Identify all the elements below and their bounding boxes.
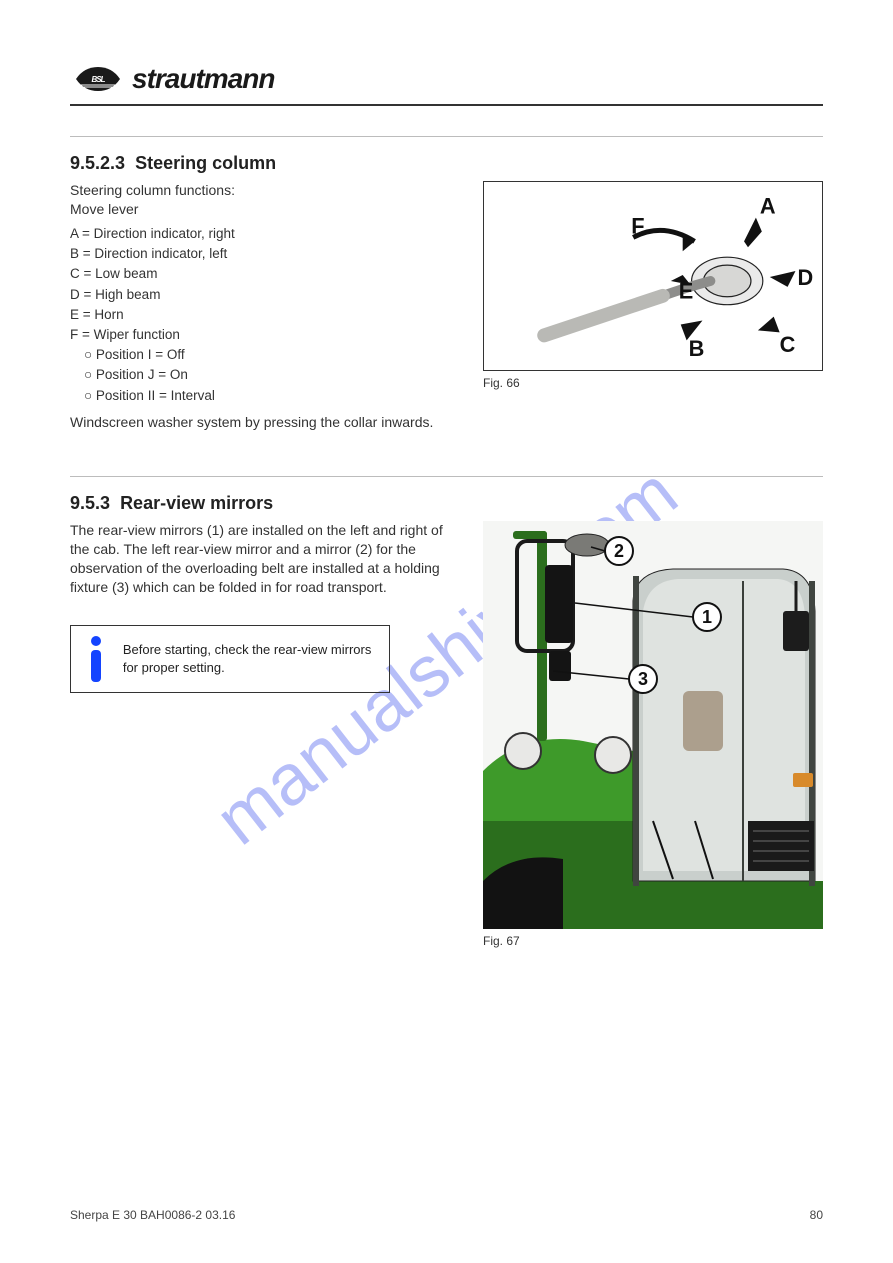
footer-left: Sherpa E 30 BAH0086-2 03.16 xyxy=(70,1207,235,1223)
list-item: Position xyxy=(96,367,144,382)
fig-label-d: D xyxy=(797,265,813,290)
figure-67-caption: Fig. 67 xyxy=(483,933,823,949)
page-footer: Sherpa E 30 BAH0086-2 03.16 80 xyxy=(70,1207,823,1223)
list-item: F xyxy=(70,327,78,342)
section-b-id: 9.5.3 xyxy=(70,493,110,513)
section-steering-column: 9.5.2.3 Steering column Steering column … xyxy=(70,136,823,446)
svg-text:BSL: BSL xyxy=(92,75,106,84)
steering-functions-list: A = Direction indicator, right B = Direc… xyxy=(70,225,459,405)
list-item: C xyxy=(70,266,80,281)
section-a-title: Steering column xyxy=(135,153,276,173)
list-item: = Interval xyxy=(159,388,215,403)
section-b-para: The rear-view mirrors (1) are installed … xyxy=(70,521,459,597)
figure-66-caption: Fig. 66 xyxy=(483,375,823,391)
list-item: = Horn xyxy=(83,307,124,322)
header: BSL strautmann xyxy=(70,60,823,106)
footer-right: 80 xyxy=(810,1207,823,1223)
list-item: = Wiper function xyxy=(82,327,180,342)
brand-name: strautmann xyxy=(132,60,274,98)
list-item: J xyxy=(148,367,155,382)
svg-text:3: 3 xyxy=(638,669,648,689)
list-item: II xyxy=(148,388,156,403)
figure-rearview-mirrors: 2 1 3 xyxy=(483,521,823,929)
info-note-box: Before starting, check the rear-view mir… xyxy=(70,625,390,693)
section-b-title: Rear-view mirrors xyxy=(120,493,273,513)
section-rear-view-mirrors: 9.5.3 Rear-view mirrors The rear-view mi… xyxy=(70,491,823,949)
list-item: = High beam xyxy=(84,287,161,302)
fig-label-a: A xyxy=(760,194,776,219)
info-icon xyxy=(83,636,109,682)
info-note-text: Before starting, check the rear-view mir… xyxy=(123,641,377,676)
list-item: A xyxy=(70,226,78,241)
section-a-intro1: Steering column functions: xyxy=(70,181,459,200)
list-item: = Direction indicator, left xyxy=(83,246,227,261)
section-a-note: Windscreen washer system by pressing the… xyxy=(70,413,459,432)
brand-logo: BSL strautmann xyxy=(70,60,274,98)
figure-steering-lever: A D C B E F xyxy=(483,181,823,371)
list-item: B xyxy=(70,246,79,261)
list-item: = On xyxy=(158,367,188,382)
list-item: E xyxy=(70,307,79,322)
logo-badge-icon: BSL xyxy=(70,65,126,93)
list-item: Position xyxy=(96,347,144,362)
fig-label-b: B xyxy=(689,336,705,361)
section-a-intro2: Move lever xyxy=(70,200,459,219)
list-item: D xyxy=(70,287,80,302)
list-item: = Direction indicator, right xyxy=(82,226,235,241)
svg-text:1: 1 xyxy=(702,607,712,627)
fig-label-e: E xyxy=(679,279,694,304)
fig-label-c: C xyxy=(780,332,796,357)
list-item: Position xyxy=(96,388,144,403)
svg-text:2: 2 xyxy=(614,541,624,561)
list-item: I xyxy=(148,347,152,362)
section-a-id: 9.5.2.3 xyxy=(70,153,125,173)
list-item: = Low beam xyxy=(84,266,158,281)
fig-label-f: F xyxy=(631,214,644,239)
list-item: = Off xyxy=(155,347,184,362)
